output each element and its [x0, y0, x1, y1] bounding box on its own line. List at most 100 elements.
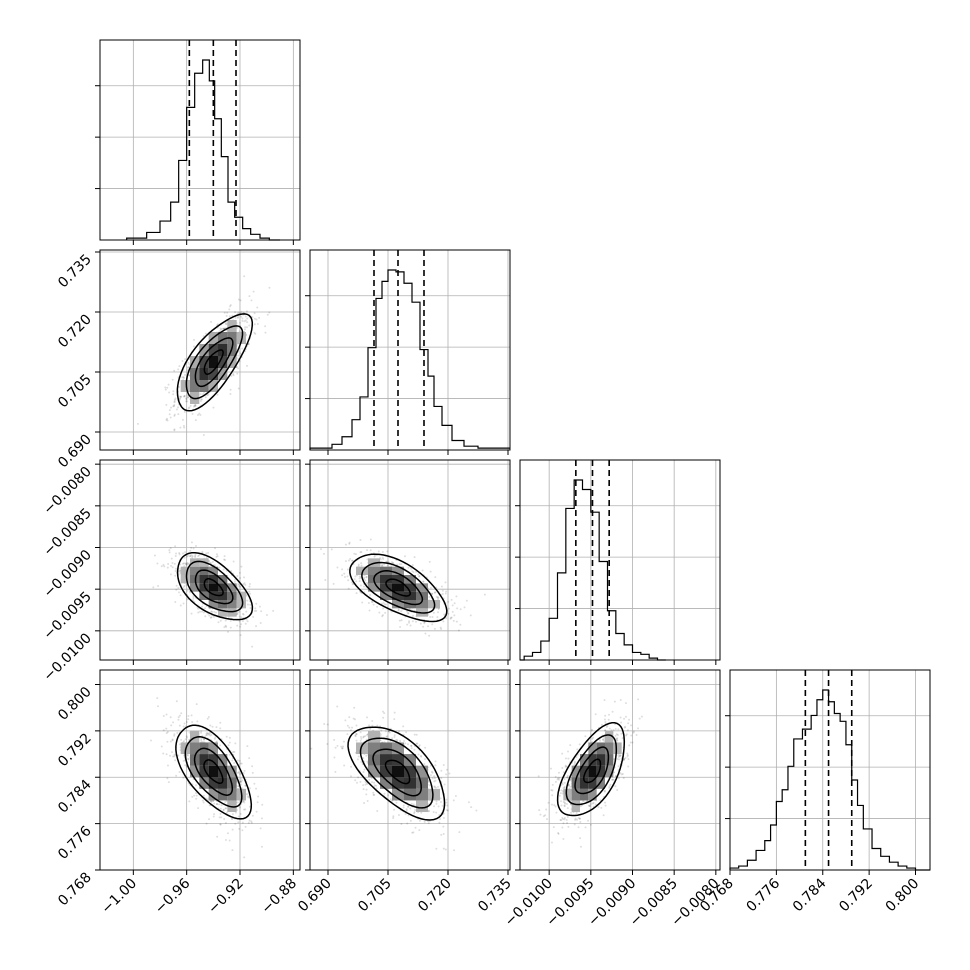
scatter-point	[190, 541, 193, 544]
scatter-point	[246, 793, 249, 796]
scatter-point	[419, 622, 422, 625]
scatter-point	[423, 622, 426, 625]
scatter-point	[436, 611, 439, 614]
density-bin	[218, 368, 228, 380]
scatter-point	[238, 585, 241, 588]
scatter-point	[561, 826, 564, 829]
scatter-point	[415, 733, 418, 736]
scatter-point	[562, 771, 565, 774]
scatter-point	[637, 727, 640, 730]
density-bin	[227, 583, 237, 592]
scatter-point	[174, 545, 177, 548]
scatter-point	[409, 624, 412, 627]
scatter-point	[372, 791, 375, 794]
density-bin	[416, 800, 428, 813]
scatter-point	[232, 750, 235, 753]
scatter-point	[165, 403, 168, 406]
scatter-point	[320, 548, 323, 551]
scatter-point	[384, 730, 387, 733]
scatter-point	[567, 750, 570, 753]
scatter-point	[180, 395, 183, 398]
scatter-point	[241, 800, 244, 803]
scatter-point	[183, 395, 186, 398]
scatter-point	[564, 757, 567, 760]
density-bin	[208, 591, 218, 600]
scatter-point	[381, 551, 384, 554]
scatter-point	[603, 736, 606, 739]
scatter-point	[409, 807, 412, 810]
density-bin	[380, 742, 392, 755]
scatter-point	[238, 772, 241, 775]
scatter-point	[451, 604, 454, 607]
scatter-point	[467, 801, 470, 804]
scatter-point	[185, 555, 188, 558]
scatter-point	[371, 781, 374, 784]
scatter-point	[172, 405, 175, 408]
scatter-point	[366, 549, 369, 552]
scatter-point	[364, 735, 367, 738]
scatter-point	[209, 616, 212, 619]
scatter-point	[431, 615, 434, 618]
density-bin	[208, 368, 218, 380]
scatter-point	[198, 610, 201, 613]
scatter-point	[622, 758, 625, 761]
scatter-point	[577, 826, 580, 829]
scatter-point	[240, 783, 243, 786]
scatter-point	[169, 547, 172, 550]
density-bin	[208, 754, 218, 766]
scatter-point	[584, 826, 587, 829]
scatter-point	[210, 800, 213, 803]
scatter-point	[251, 316, 254, 319]
scatter-point	[442, 620, 445, 623]
scatter-point	[179, 594, 182, 597]
scatter-point	[562, 822, 565, 825]
scatter-point	[168, 409, 171, 412]
density-bin	[416, 788, 428, 801]
scatter-point	[431, 777, 434, 780]
scatter-point	[612, 729, 615, 732]
scatter-point	[248, 819, 251, 822]
scatter-point	[177, 716, 180, 719]
scatter-point	[212, 615, 215, 618]
scatter-point	[391, 737, 394, 740]
density-bin	[588, 777, 597, 789]
scatter-point	[228, 839, 231, 842]
scatter-point	[410, 744, 413, 747]
scatter-point	[459, 608, 462, 611]
scatter-point	[179, 563, 182, 566]
scatter-point	[204, 615, 207, 618]
scatter-point	[237, 354, 240, 357]
scatter-point	[219, 727, 222, 730]
scatter-point	[368, 609, 371, 612]
scatter-point	[561, 752, 564, 755]
scatter-point	[550, 841, 553, 844]
scatter-point	[186, 562, 189, 565]
scatter-point	[562, 800, 565, 803]
scatter-point	[191, 555, 194, 558]
scatter-point	[178, 770, 181, 773]
scatter-point	[243, 576, 246, 579]
scatter-point	[385, 603, 388, 606]
scatter-point	[610, 729, 613, 732]
scatter-point	[431, 592, 434, 595]
scatter-point	[625, 733, 628, 736]
scatter-point	[226, 311, 229, 314]
scatter-point	[236, 372, 239, 375]
scatter-point	[343, 764, 346, 767]
scatter-point	[361, 601, 364, 604]
scatter-point	[387, 794, 390, 797]
scatter-point	[245, 326, 248, 329]
scatter-point	[431, 771, 434, 774]
scatter-point	[202, 794, 205, 797]
scatter-point	[614, 728, 617, 731]
scatter-point	[440, 585, 443, 588]
scatter-point	[178, 395, 181, 398]
scatter-point	[365, 576, 368, 579]
scatter-point	[170, 564, 173, 567]
scatter-point	[236, 801, 239, 804]
scatter-point	[608, 785, 611, 788]
scatter-point	[565, 765, 568, 768]
scatter-point	[179, 743, 182, 746]
scatter-point	[357, 755, 360, 758]
scatter-point	[204, 396, 207, 399]
